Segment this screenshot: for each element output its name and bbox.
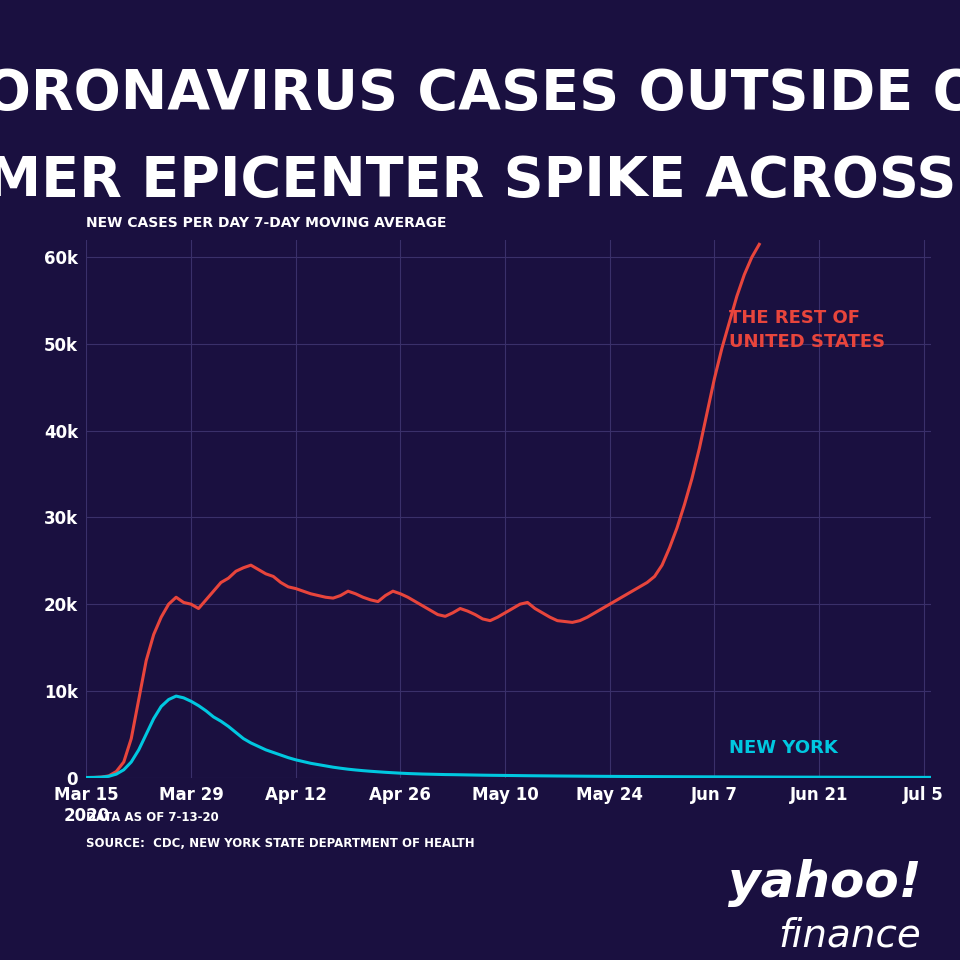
Text: CORONAVIRUS CASES OUTSIDE OF: CORONAVIRUS CASES OUTSIDE OF bbox=[0, 67, 960, 121]
Text: FORMER EPICENTER SPIKE ACROSS U.S.: FORMER EPICENTER SPIKE ACROSS U.S. bbox=[0, 154, 960, 207]
Text: DATA AS OF 7-13-20: DATA AS OF 7-13-20 bbox=[86, 811, 219, 825]
Text: yahoo!: yahoo! bbox=[728, 859, 922, 907]
Text: SOURCE:  CDC, NEW YORK STATE DEPARTMENT OF HEALTH: SOURCE: CDC, NEW YORK STATE DEPARTMENT O… bbox=[86, 837, 475, 851]
Text: NEW YORK: NEW YORK bbox=[730, 738, 838, 756]
Text: finance: finance bbox=[779, 917, 922, 955]
Text: NEW CASES PER DAY 7-DAY MOVING AVERAGE: NEW CASES PER DAY 7-DAY MOVING AVERAGE bbox=[86, 216, 447, 230]
Text: THE REST OF
UNITED STATES: THE REST OF UNITED STATES bbox=[730, 309, 885, 351]
